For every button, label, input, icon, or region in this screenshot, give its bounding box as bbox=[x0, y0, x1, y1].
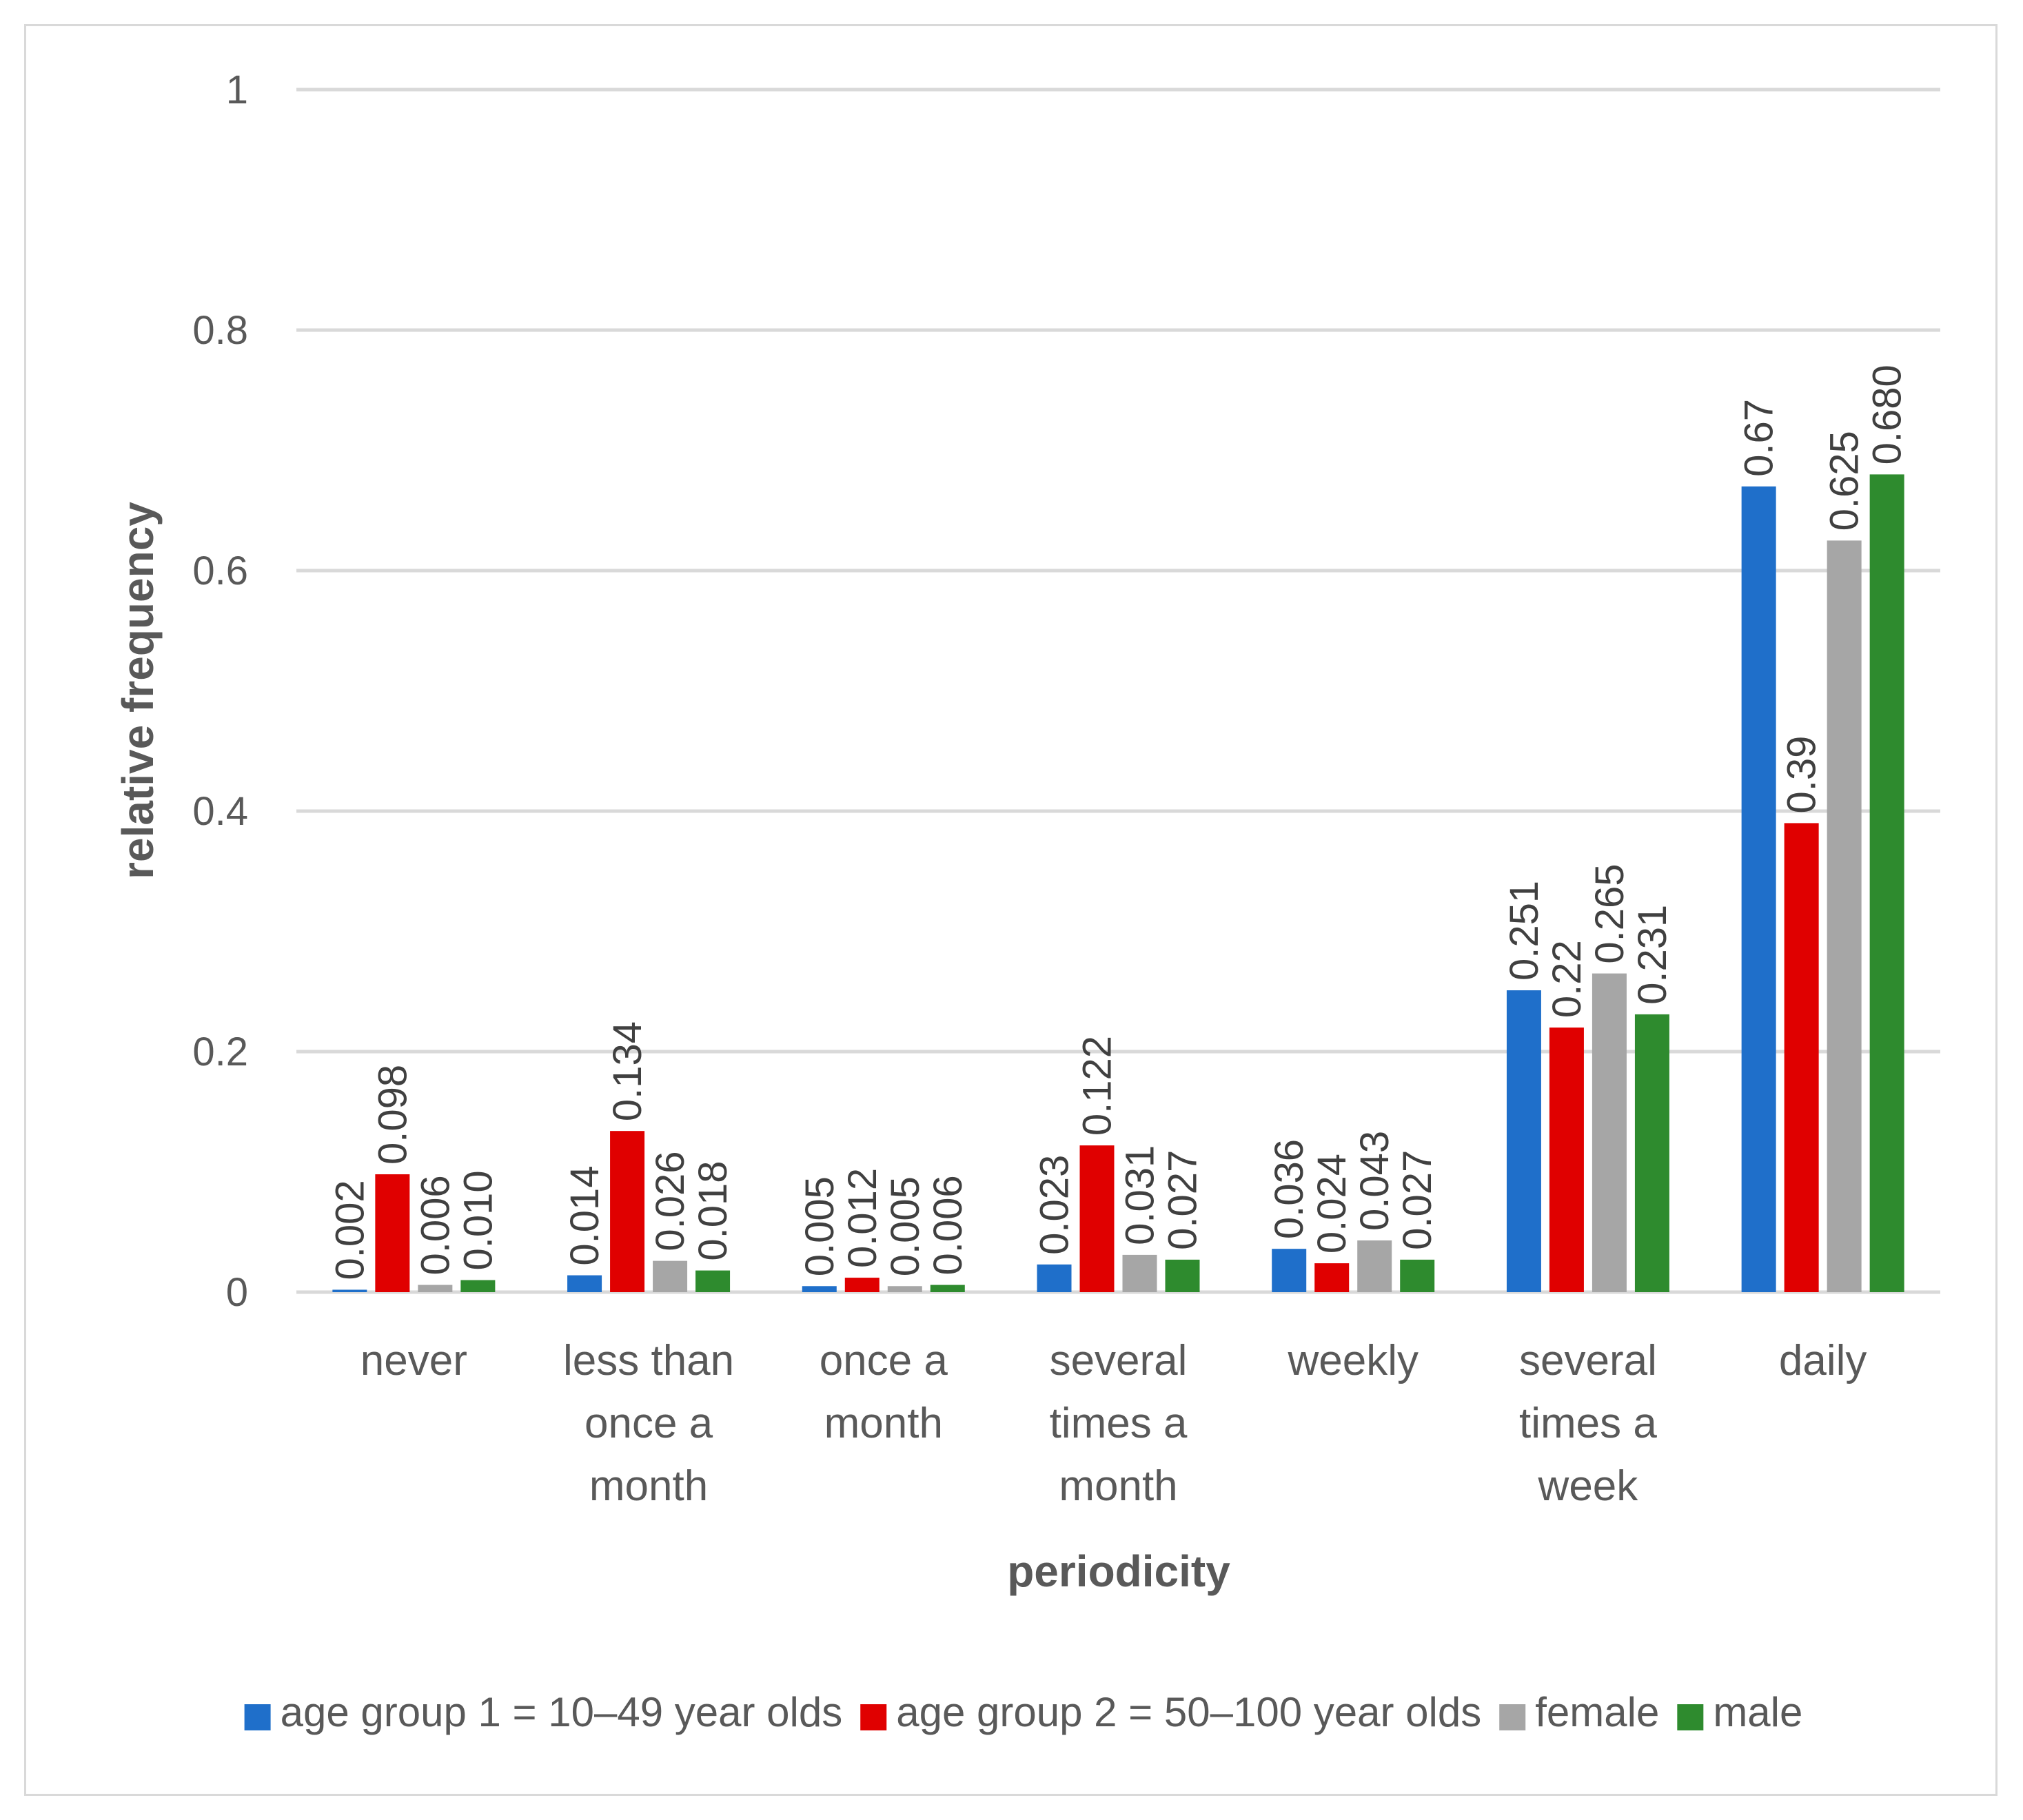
data-label: 0.036 bbox=[1267, 1139, 1312, 1239]
data-label: 0.22 bbox=[1545, 940, 1589, 1018]
chart-frame bbox=[24, 24, 1997, 1796]
bar bbox=[844, 1278, 880, 1292]
bar bbox=[1122, 1254, 1157, 1292]
bar bbox=[802, 1286, 837, 1292]
legend-item: male bbox=[1677, 1689, 1802, 1735]
bar bbox=[1741, 486, 1776, 1292]
y-tick-label: 0.4 bbox=[192, 789, 248, 834]
bar bbox=[610, 1131, 645, 1292]
bar bbox=[375, 1174, 410, 1292]
x-category-label: less than once a month bbox=[563, 1337, 734, 1510]
data-label: 0.024 bbox=[1310, 1154, 1354, 1254]
x-axis-title: periodicity bbox=[1007, 1546, 1230, 1596]
data-label: 0.043 bbox=[1352, 1131, 1397, 1231]
bar bbox=[930, 1285, 965, 1292]
data-label: 0.026 bbox=[648, 1151, 693, 1251]
legend-label: male bbox=[1713, 1689, 1802, 1735]
bar bbox=[1314, 1263, 1350, 1292]
bar bbox=[1357, 1240, 1392, 1292]
bars bbox=[332, 474, 1904, 1292]
legend-item: age group 1 = 10–49 year olds bbox=[244, 1689, 843, 1735]
x-category-label: never bbox=[360, 1337, 467, 1384]
data-label: 0.251 bbox=[1502, 881, 1547, 981]
data-label: 0.680 bbox=[1865, 365, 1910, 464]
data-label: 0.023 bbox=[1033, 1155, 1077, 1255]
bar bbox=[332, 1289, 367, 1292]
x-category-label: weekly bbox=[1287, 1337, 1419, 1384]
x-category-label: once a month bbox=[820, 1337, 948, 1447]
legend-label: age group 2 = 50–100 year olds bbox=[896, 1689, 1481, 1735]
data-label: 0.010 bbox=[456, 1170, 500, 1270]
bar bbox=[567, 1275, 602, 1292]
bar bbox=[1079, 1145, 1115, 1292]
legend-item: female bbox=[1499, 1689, 1659, 1735]
data-label: 0.027 bbox=[1395, 1150, 1440, 1250]
data-label: 0.134 bbox=[605, 1021, 650, 1121]
bar bbox=[460, 1280, 496, 1292]
bar bbox=[1549, 1027, 1584, 1292]
bar bbox=[418, 1285, 453, 1292]
legend-label: female bbox=[1535, 1689, 1659, 1735]
data-label: 0.002 bbox=[327, 1180, 372, 1280]
bar bbox=[1784, 823, 1819, 1292]
bar bbox=[653, 1260, 688, 1292]
data-label: 0.018 bbox=[691, 1160, 735, 1260]
data-label: 0.098 bbox=[370, 1065, 415, 1165]
data-label: 0.031 bbox=[1118, 1145, 1163, 1245]
bar bbox=[1634, 1014, 1669, 1292]
legend-swatch bbox=[1499, 1704, 1526, 1730]
bar bbox=[1165, 1259, 1200, 1292]
y-tick-label: 0.6 bbox=[192, 549, 248, 593]
y-tick-label: 0.8 bbox=[192, 308, 248, 353]
y-tick-label: 0 bbox=[226, 1270, 248, 1315]
data-label: 0.122 bbox=[1075, 1036, 1120, 1136]
y-axis-ticks: 0 0.2 0.4 0.6 0.8 1 bbox=[192, 68, 248, 1315]
y-tick-label: 0.2 bbox=[192, 1030, 248, 1074]
bar bbox=[887, 1286, 922, 1292]
legend-swatch bbox=[860, 1704, 887, 1730]
bar bbox=[1037, 1264, 1072, 1292]
bar bbox=[1400, 1259, 1435, 1292]
bar bbox=[1869, 474, 1904, 1292]
y-tick-label: 1 bbox=[226, 68, 248, 112]
bar bbox=[695, 1270, 731, 1292]
legend-item: age group 2 = 50–100 year olds bbox=[860, 1689, 1481, 1735]
x-category-label: several times a week bbox=[1519, 1337, 1657, 1510]
data-label: 0.027 bbox=[1161, 1150, 1206, 1250]
data-label: 0.265 bbox=[1587, 863, 1632, 963]
legend-swatch bbox=[1677, 1704, 1704, 1730]
data-label: 0.014 bbox=[562, 1165, 607, 1265]
data-label: 0.625 bbox=[1822, 431, 1867, 531]
data-label: 0.39 bbox=[1780, 736, 1824, 814]
data-label: 0.005 bbox=[797, 1176, 842, 1276]
data-label: 0.006 bbox=[413, 1175, 458, 1275]
data-label: 0.006 bbox=[926, 1175, 970, 1275]
bar bbox=[1827, 540, 1862, 1292]
y-axis-title: relative frequency bbox=[113, 502, 163, 879]
bar bbox=[1592, 973, 1627, 1292]
bar bbox=[1506, 990, 1541, 1292]
bar bbox=[1272, 1249, 1307, 1292]
data-label: 0.005 bbox=[883, 1176, 928, 1276]
data-label: 0.012 bbox=[840, 1168, 885, 1268]
x-category-label: several times a month bbox=[1050, 1337, 1188, 1510]
legend: age group 1 = 10–49 year olds age group 2… bbox=[244, 1689, 1802, 1735]
data-label: 0.231 bbox=[1630, 905, 1675, 1005]
x-axis-categories: never less than once a month once a month seve… bbox=[360, 1337, 1867, 1510]
legend-label: age group 1 = 10–49 year olds bbox=[281, 1689, 843, 1735]
data-label: 0.67 bbox=[1737, 399, 1782, 477]
x-category-label: daily bbox=[1779, 1337, 1867, 1384]
data-labels: 0.002 0.014 0.005 0.023 0.036 0.251 0.67 0.098 0… bbox=[327, 365, 1909, 1280]
legend-swatch bbox=[244, 1704, 271, 1730]
